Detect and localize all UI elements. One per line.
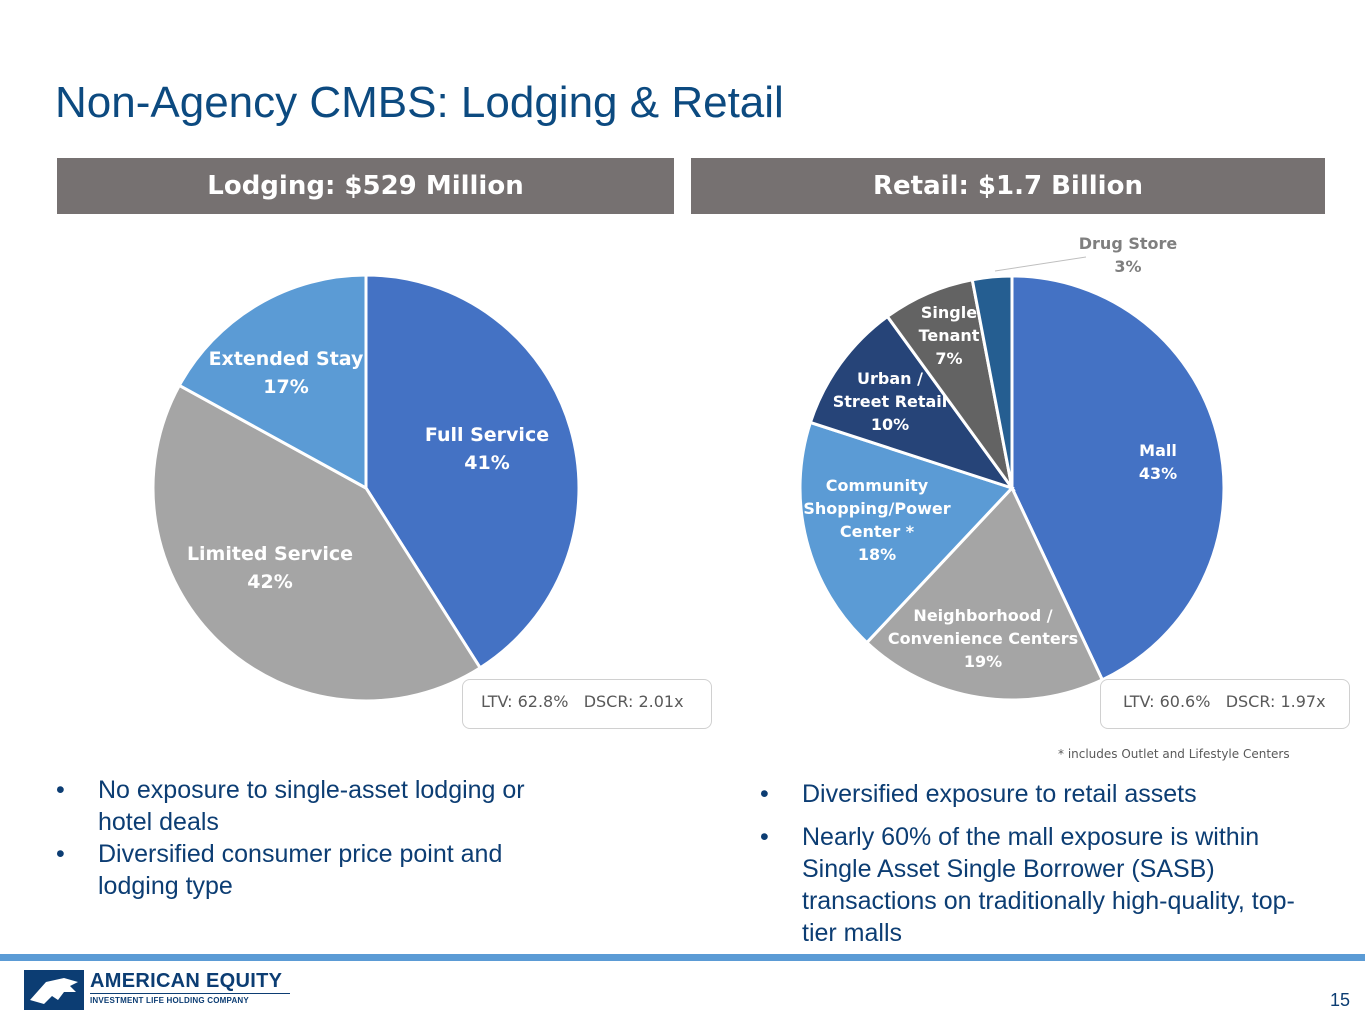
lodging-pie-chart: Full Service 41% Limited Service 42% Extende… <box>151 273 581 703</box>
slice-category-label: Center * <box>840 522 915 541</box>
slice-category-label: Community <box>826 476 929 495</box>
bullet-glyph: • <box>760 823 769 851</box>
bullet-item: • No exposure to single-asset lodging or… <box>56 774 576 838</box>
lodging-header: Lodging: $529 Million <box>57 158 674 214</box>
eagle-logo-icon <box>24 970 84 1010</box>
footer-rule <box>0 954 1365 961</box>
footnote: * includes Outlet and Lifestyle Centers <box>1058 747 1290 761</box>
leader-line <box>994 256 1087 272</box>
slice-value-label: 10% <box>871 415 909 434</box>
lodging-ltv-dscr: LTV: 62.8% DSCR: 2.01x <box>462 679 712 729</box>
logo-tagline: INVESTMENT LIFE HOLDING COMPANY <box>90 996 249 1005</box>
logo-name: AMERICAN EQUITY <box>90 970 283 992</box>
slice-category-label: Convenience Centers <box>888 629 1078 648</box>
company-logo: AMERICAN EQUITY INVESTMENT LIFE HOLDING … <box>24 968 290 1012</box>
slice-category-label: Extended Stay <box>209 348 364 370</box>
lodging-bullets: • No exposure to single-asset lodging or… <box>56 774 576 902</box>
bullet-item: • Diversified exposure to retail assets <box>760 778 1320 810</box>
bullet-item: • Diversified consumer price point and l… <box>56 838 576 902</box>
retail-pie-chart: Mall 43% Neighborhood / Convenience Centers… <box>798 234 1226 702</box>
slice-value-label: 42% <box>247 571 292 593</box>
retail-bullets: • Diversified exposure to retail assets … <box>760 778 1320 960</box>
slice-category-label: Street Retail <box>833 392 948 411</box>
retail-header: Retail: $1.7 Billion <box>691 158 1325 214</box>
slice-value-label: 41% <box>464 452 509 474</box>
slice-category-label: Single <box>921 303 977 322</box>
bullet-text: No exposure to single-asset lodging or h… <box>98 776 525 836</box>
slice-category-label: Shopping/Power <box>803 499 950 518</box>
pie-slice <box>808 314 1016 491</box>
bullet-text: Nearly 60% of the mall exposure is withi… <box>802 823 1295 947</box>
bullet-text: Diversified consumer price point and lod… <box>98 840 503 900</box>
slice-value-label: 17% <box>263 376 308 398</box>
page-title: Non-Agency CMBS: Lodging & Retail <box>55 78 784 127</box>
slice-category-label: Neighborhood / <box>913 606 1052 625</box>
slice-value-label: 7% <box>935 349 962 368</box>
logo-divider <box>90 993 290 994</box>
slice-value-label: 19% <box>964 652 1002 671</box>
pie-slice <box>151 383 483 703</box>
slice-category-label: Mall <box>1139 441 1177 460</box>
pie-slice <box>798 420 1015 645</box>
slice-category-label: Full Service <box>425 424 549 446</box>
slice-value-label: 3% <box>1114 257 1141 276</box>
slice-category-label: Limited Service <box>187 543 353 565</box>
page-number: 15 <box>1329 990 1350 1010</box>
pie-slice <box>177 273 368 491</box>
bullet-glyph: • <box>760 780 769 808</box>
bullet-glyph: • <box>56 840 65 868</box>
bullet-glyph: • <box>56 776 65 804</box>
slice-value-label: 43% <box>1139 464 1177 483</box>
bullet-item: • Nearly 60% of the mall exposure is wit… <box>760 821 1320 949</box>
slice-value-label: 18% <box>858 545 896 564</box>
pie-slice <box>1010 274 1226 682</box>
slice-category-label: Tenant <box>919 326 980 345</box>
pie-slice <box>864 485 1105 702</box>
slice-category-label: Drug Store <box>1079 234 1178 253</box>
bullet-text: Diversified exposure to retail assets <box>802 780 1197 808</box>
retail-ltv-dscr: LTV: 60.6% DSCR: 1.97x <box>1100 679 1350 729</box>
slice-category-label: Urban / <box>857 369 923 388</box>
pie-slice <box>970 274 1014 489</box>
